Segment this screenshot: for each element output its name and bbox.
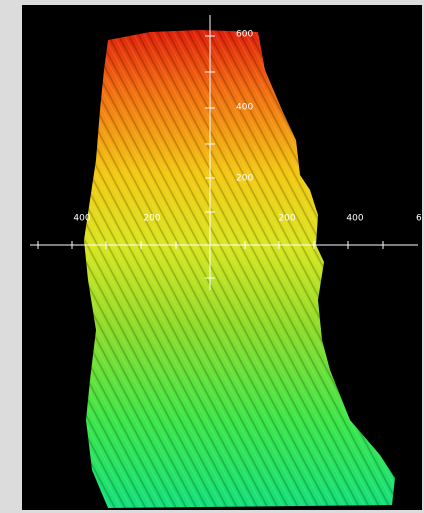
x-label: 200 xyxy=(143,214,160,224)
y-label: 600 xyxy=(236,30,253,40)
axes xyxy=(30,15,418,290)
x-label: 400 xyxy=(73,214,90,224)
y-label: 400 xyxy=(236,103,253,113)
x-label: 200 xyxy=(278,214,295,224)
terrain-shading xyxy=(84,30,395,508)
y-label: 200 xyxy=(236,174,253,184)
x-label: 400 xyxy=(346,214,363,224)
x-label: 6 xyxy=(416,214,422,224)
